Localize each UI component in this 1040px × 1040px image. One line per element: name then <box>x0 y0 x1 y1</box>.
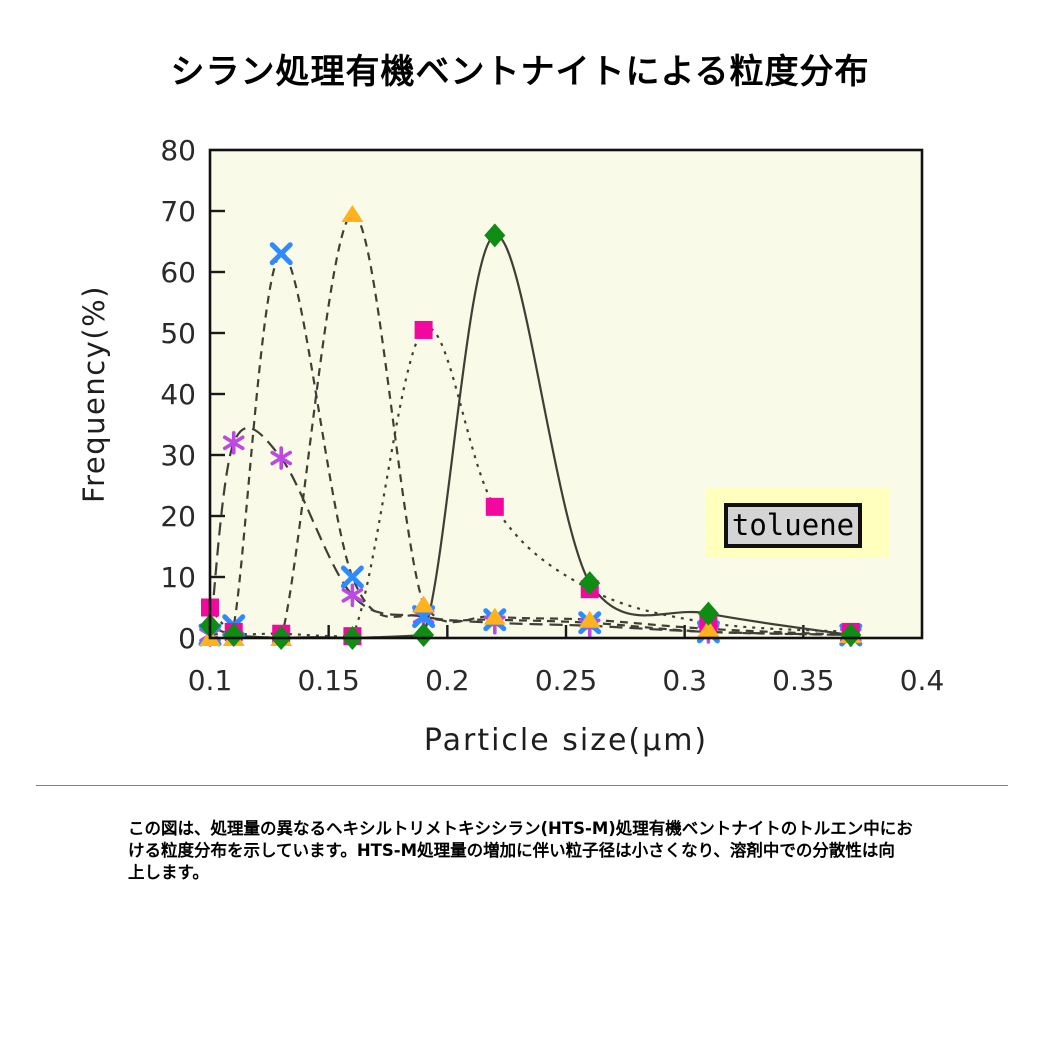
orange-triangle-marker <box>578 610 601 628</box>
y-axis-title: Frequency(%) <box>77 285 111 503</box>
y-tick-label: 20 <box>160 500 196 533</box>
green-diamond-marker <box>697 601 719 626</box>
particle-size-chart: 0 10 20 30 40 50 60 70 80 0.1 0.15 0.2 0.25 0.3 0.35 0.… <box>77 134 945 758</box>
y-tick-label: 0 <box>178 622 196 655</box>
caption: この図は、処理量の異なるヘキシルトリメトキシシラン(HTS-M)処理有機ベントナ… <box>128 818 948 884</box>
green-diamond-marker <box>413 622 435 647</box>
x-tick-label: 0.2 <box>425 664 470 697</box>
magenta-square-marker <box>485 497 504 516</box>
x-tick-label: 0.4 <box>900 664 945 697</box>
divider-line <box>36 785 1008 786</box>
caption-line-3: 上します。 <box>128 863 209 882</box>
y-tick-label: 70 <box>160 195 196 228</box>
green-diamond-marker <box>223 622 245 647</box>
green-diamond-marker <box>484 223 506 248</box>
x-tick-label: 0.25 <box>535 664 597 697</box>
page-title: シラン処理有機ベントナイトによる粒度分布 <box>170 52 870 92</box>
orange-triangle-marker <box>483 607 506 625</box>
x-tick-label: 0.1 <box>188 664 233 697</box>
y-tick-label: 80 <box>160 134 196 167</box>
orange-triangle-marker <box>341 205 364 223</box>
y-tick-label: 60 <box>160 256 196 289</box>
orange-triangle-marker <box>412 595 435 613</box>
x-tick-label: 0.3 <box>662 664 707 697</box>
blue-x-marker <box>269 242 293 266</box>
toluene-label-box: toluene <box>724 503 862 548</box>
purple-asterisk-marker <box>222 431 245 455</box>
caption-line-1: この図は、処理量の異なるヘキシルトリメトキシシラン(HTS-M)処理有機ベントナ… <box>128 819 913 838</box>
purple-asterisk-marker <box>270 446 292 470</box>
blue-x-marker <box>340 565 364 589</box>
y-tick-label: 50 <box>160 317 196 350</box>
plot-border <box>208 148 924 640</box>
x-axis-title: Particle size(μm) <box>424 723 708 758</box>
y-tick-label: 10 <box>160 561 196 594</box>
green-diamond-marker <box>579 571 601 596</box>
caption-line-2: ける粒度分布を示しています。HTS-M処理量の増加に伴い粒子径は小さくなり、溶剤… <box>128 841 895 860</box>
green-diamond-marker <box>840 622 862 647</box>
y-tick-label: 40 <box>160 378 196 411</box>
x-tick-label: 0.15 <box>297 664 359 697</box>
purple-asterisk-marker <box>341 583 364 608</box>
y-tick-label: 30 <box>160 439 196 472</box>
magenta-square-marker <box>414 320 433 339</box>
toluene-label: toluene <box>731 508 855 542</box>
orange-triangle-marker <box>697 619 720 637</box>
x-tick-label: 0.35 <box>772 664 834 697</box>
